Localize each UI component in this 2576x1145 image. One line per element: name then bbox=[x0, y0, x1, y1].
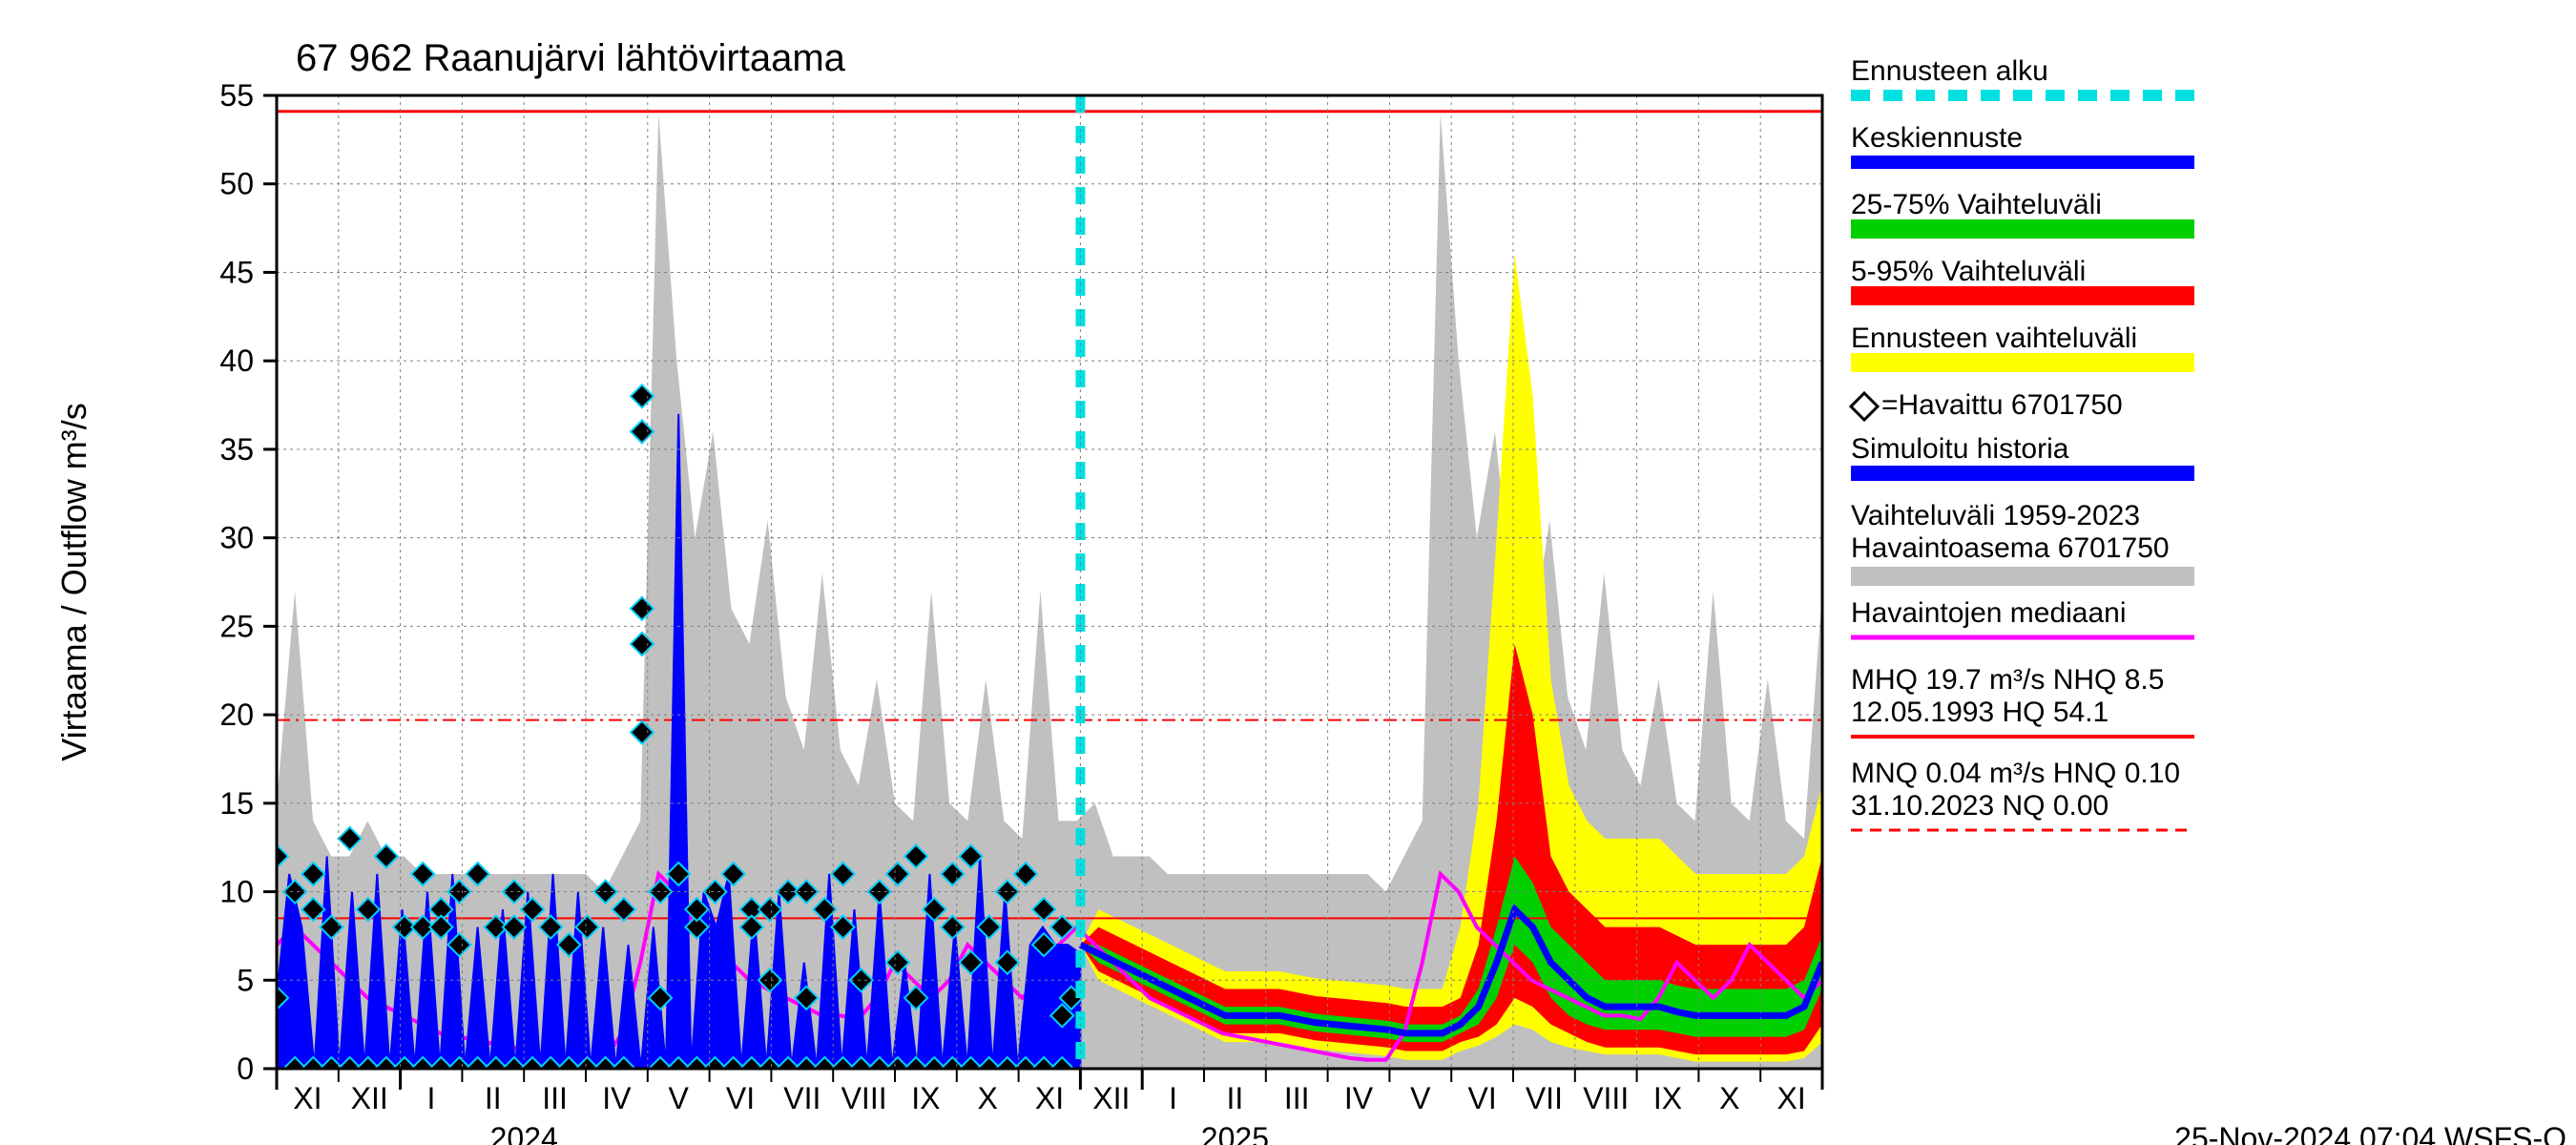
month-label: IX bbox=[1653, 1081, 1682, 1115]
svg-text:12.05.1993 HQ 54.1: 12.05.1993 HQ 54.1 bbox=[1851, 697, 2109, 728]
svg-text:Simuloitu historia: Simuloitu historia bbox=[1851, 433, 2069, 465]
month-label: XI bbox=[1035, 1081, 1064, 1115]
month-label: IX bbox=[911, 1081, 940, 1115]
month-label: III bbox=[542, 1081, 568, 1115]
y-tick-label: 0 bbox=[237, 1051, 254, 1086]
y-tick-label: 15 bbox=[219, 786, 254, 821]
y-tick-label: 25 bbox=[219, 609, 254, 643]
y-tick-label: 40 bbox=[219, 344, 254, 378]
month-label: IV bbox=[1344, 1081, 1374, 1115]
month-label: V bbox=[669, 1081, 690, 1115]
y-axis-label: Virtaama / Outflow m³/s bbox=[54, 403, 93, 760]
y-tick-label: 5 bbox=[237, 963, 254, 997]
y-tick-label: 35 bbox=[219, 432, 254, 467]
month-label: I bbox=[427, 1081, 436, 1115]
y-tick-label: 55 bbox=[219, 78, 254, 113]
month-label: IV bbox=[602, 1081, 632, 1115]
svg-text:Ennusteen alku: Ennusteen alku bbox=[1851, 55, 2048, 87]
month-label: X bbox=[978, 1081, 998, 1115]
year-label: 2024 bbox=[490, 1121, 558, 1145]
y-tick-label: 45 bbox=[219, 255, 254, 289]
svg-text:31.10.2023 NQ 0.00: 31.10.2023 NQ 0.00 bbox=[1851, 790, 2109, 822]
month-label: VI bbox=[1467, 1081, 1496, 1115]
month-label: VI bbox=[726, 1081, 755, 1115]
svg-text:MNQ 0.04 m³/s HNQ 0.10: MNQ 0.04 m³/s HNQ 0.10 bbox=[1851, 758, 2180, 789]
month-label: III bbox=[1284, 1081, 1310, 1115]
svg-text:Vaihteluväli 1959-2023: Vaihteluväli 1959-2023 bbox=[1851, 500, 2140, 531]
svg-text:5-95% Vaihteluväli: 5-95% Vaihteluväli bbox=[1851, 256, 2086, 287]
svg-text:Keskiennuste: Keskiennuste bbox=[1851, 122, 2023, 154]
svg-text:Havaintojen mediaani: Havaintojen mediaani bbox=[1851, 597, 2127, 629]
month-label: VII bbox=[1526, 1081, 1563, 1115]
svg-text:Ennusteen vaihteluväli: Ennusteen vaihteluväli bbox=[1851, 323, 2137, 354]
svg-text:Havaintoasema 6701750: Havaintoasema 6701750 bbox=[1851, 532, 2170, 564]
y-tick-label: 50 bbox=[219, 167, 254, 201]
month-label: XII bbox=[1092, 1081, 1130, 1115]
chart-svg: 0510152025303540455055XIXIIIIIIIIIVVVIVI… bbox=[0, 0, 2576, 1145]
svg-text:MHQ 19.7 m³/s NHQ 8.5: MHQ 19.7 m³/s NHQ 8.5 bbox=[1851, 664, 2164, 696]
month-label: VII bbox=[783, 1081, 821, 1115]
month-label: VIII bbox=[1583, 1081, 1629, 1115]
month-label: XI bbox=[293, 1081, 322, 1115]
month-label: I bbox=[1169, 1081, 1177, 1115]
svg-text:=Havaittu 6701750: =Havaittu 6701750 bbox=[1881, 389, 2123, 421]
year-label: 2025 bbox=[1201, 1121, 1269, 1145]
legend-item: =Havaittu 6701750 bbox=[1851, 389, 2123, 421]
chart-container: 0510152025303540455055XIXIIIIIIIIIVVVIVI… bbox=[0, 0, 2576, 1145]
chart-title: 67 962 Raanujärvi lähtövirtaama bbox=[296, 37, 846, 79]
timestamp: 25-Nov-2024 07:04 WSFS-O bbox=[2174, 1121, 2566, 1145]
month-label: XII bbox=[351, 1081, 388, 1115]
month-label: X bbox=[1719, 1081, 1739, 1115]
month-label: II bbox=[485, 1081, 502, 1115]
month-label: VIII bbox=[841, 1081, 887, 1115]
month-label: XI bbox=[1776, 1081, 1805, 1115]
y-tick-label: 10 bbox=[219, 875, 254, 909]
svg-text:25-75% Vaihteluväli: 25-75% Vaihteluväli bbox=[1851, 189, 2102, 220]
month-label: II bbox=[1227, 1081, 1244, 1115]
y-tick-label: 20 bbox=[219, 697, 254, 732]
y-tick-label: 30 bbox=[219, 521, 254, 555]
month-label: V bbox=[1410, 1081, 1431, 1115]
